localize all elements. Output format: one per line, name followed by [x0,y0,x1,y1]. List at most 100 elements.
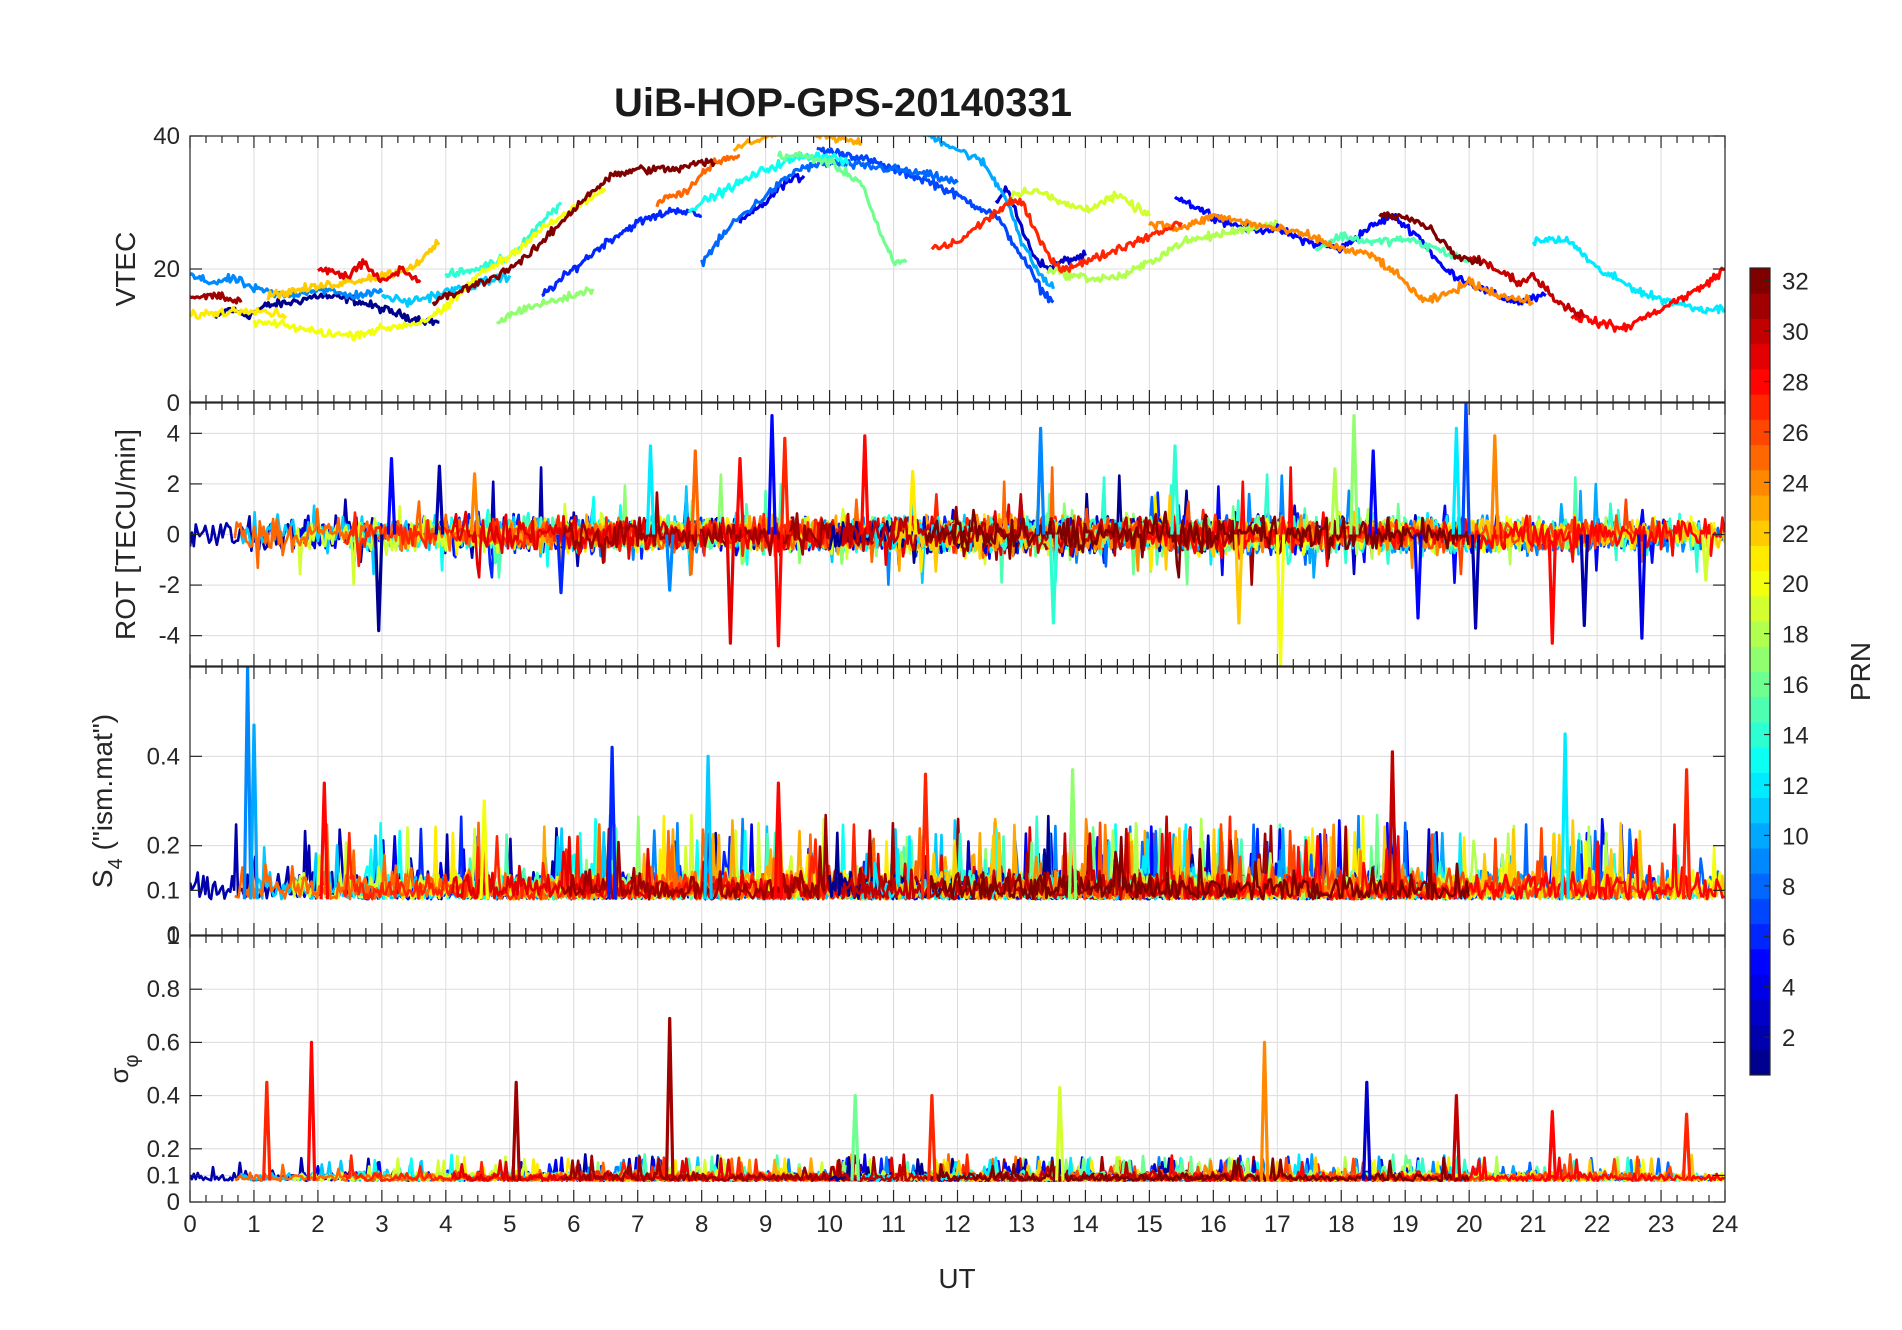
data-s4 [190,667,1725,901]
spike-s4-2 [607,745,617,900]
spike-sigma_phi-3 [664,1016,675,1181]
spike-sigma_phi-10 [1547,1110,1558,1181]
spike-rot-6 [664,534,675,592]
spike-rot-19 [1275,534,1286,666]
colorbar-band-2 [1750,1024,1770,1051]
colorbar-band-24 [1750,469,1770,496]
spike-s4-3 [703,754,713,900]
spike-s4-8 [1560,732,1570,900]
x-tick-label-19: 19 [1392,1211,1419,1238]
series-line-prn-6-4 [541,206,703,298]
y-tick-label-sigma_phi-0: 0 [167,1189,180,1216]
colorbar-band-11 [1750,797,1770,824]
series-line-prn-18-16 [1045,219,1279,284]
series-line-prn-32-29 [431,157,716,307]
colorbar-label: PRN [1845,642,1876,701]
colorbar-band-26 [1750,419,1770,446]
y-tick-label-sigma_phi-1: 0.1 [147,1162,180,1189]
series-line-prn-7-5 [816,146,1055,304]
spike-rot-14 [907,469,918,535]
spike-rot-8 [725,534,736,645]
x-tick-label-1: 1 [247,1211,260,1238]
y-tick-label-s4-1: 0.2 [147,833,180,860]
y-tick-label-s4-2: 0.4 [147,743,180,770]
x-tick-label-9: 9 [759,1211,772,1238]
spike-rot-17 [1170,444,1180,535]
x-tick-label-24: 24 [1712,1211,1739,1238]
spike-sigma_phi-8 [1362,1080,1372,1181]
x-tick-label-11: 11 [881,1211,906,1238]
spike-rot-21 [1349,414,1359,535]
series-line-prn-10-8 [916,136,1055,290]
x-tick-label-17: 17 [1264,1211,1291,1238]
spike-rot-22 [1368,449,1378,535]
spike-rot-23 [1413,534,1423,620]
x-tick-label-12: 12 [944,1211,971,1238]
spike-s4-1 [249,723,259,900]
x-tick-label-22: 22 [1584,1211,1611,1238]
colorbar-tick-label-28: 28 [1782,369,1809,396]
y-tick-label-rot-1: -2 [159,572,180,599]
spike-rot-4 [556,534,566,595]
spike-sigma_phi-2 [511,1080,521,1181]
series-line-prn-15-13 [1314,231,1471,264]
noise-trace-late-prn-32 [925,1156,1470,1182]
spike-rot-24 [1451,426,1462,535]
spike-sigma_phi-6 [1055,1086,1065,1181]
spike-rot-30 [1637,534,1647,640]
spike-s4-0 [242,667,253,900]
x-tick-label-21: 21 [1520,1211,1547,1238]
colorbar-tick-label-4: 4 [1782,975,1795,1002]
spike-rot-3 [469,472,480,535]
spike-rot-18 [1234,534,1244,625]
colorbar-tick-label-6: 6 [1782,924,1795,951]
spike-rot-16 [1048,534,1059,625]
series-line-prn-20-18 [252,186,607,342]
series-line-prn-31-28 [190,291,243,305]
chart-title: UiB-HOP-GPS-20140331 [614,81,1072,125]
colorbar-band-13 [1750,747,1770,773]
y-tick-label-sigma_phi-5: 0.8 [147,976,180,1003]
spike-sigma_phi-5 [927,1094,937,1181]
spike-sigma_phi-0 [262,1080,272,1181]
colorbar-band-25 [1750,444,1770,471]
colorbar-band-30 [1750,318,1770,345]
series-line-prn-19-17 [1007,186,1151,217]
panel-s4: 0.1 0.2 0.4 0 S4 ("ism.mat") [87,666,1726,949]
spike-rot-10 [767,414,777,535]
colorbar-band-27 [1750,394,1770,420]
data-sigma_phi [190,1016,1725,1182]
x-tick-label-13: 13 [1008,1211,1035,1238]
panel-rot: -4 -2 0 2 4 0 ROT [TECU/min] [110,390,1726,667]
y-axis-label-s4: S4 ("ism.mat") [87,714,127,888]
colorbar-band-31 [1750,293,1770,319]
spike-rot-25 [1461,403,1471,535]
spike-rot-7 [690,449,701,535]
y-tick-label-rot-4: 4 [167,420,180,447]
x-tick-label-16: 16 [1200,1211,1227,1238]
colorbar-tick-label-32: 32 [1782,269,1809,296]
y-tick-label-rot-2: 0 [167,522,180,549]
colorbar-band-23 [1750,494,1770,521]
colorbar-band-22 [1750,520,1770,546]
y-tick-label-s4-0: 0.1 [147,877,180,904]
colorbar-band-12 [1750,772,1770,799]
spike-rot-20 [1330,467,1340,535]
colorbar-band-20 [1750,570,1770,597]
x-tick-label-4: 4 [439,1211,452,1238]
spike-rot-28 [1547,534,1558,645]
spike-sigma_phi-11 [1681,1112,1692,1181]
series-line-prn-28-25 [1570,266,1725,333]
colorbar-tick-label-16: 16 [1782,672,1809,699]
colorbar-band-21 [1750,545,1770,572]
y-axis-label-sigma_phi: σφ [104,1054,143,1083]
y-tick-label-sigma_phi-2: 0.2 [147,1136,180,1163]
colorbar-tick-label-8: 8 [1782,874,1795,901]
colorbar-tick-label-26: 26 [1782,420,1809,447]
colorbar-band-6 [1750,923,1770,950]
colorbar-tick-label-22: 22 [1782,521,1809,548]
series-line-prn-16-14 [776,150,908,267]
